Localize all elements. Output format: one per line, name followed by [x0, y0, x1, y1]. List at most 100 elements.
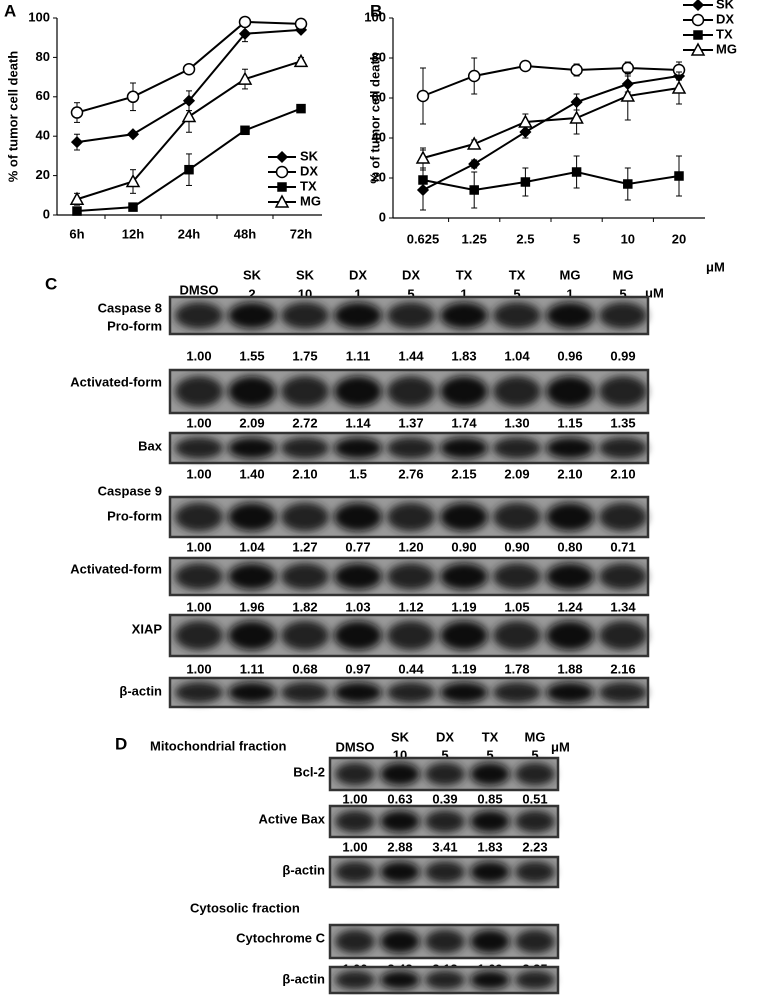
y-tick-label: 0 — [43, 206, 50, 221]
lane-label: 5 — [513, 286, 520, 301]
band-ratio: 2.16 — [610, 661, 635, 676]
band — [334, 682, 382, 703]
band — [228, 682, 276, 703]
band — [599, 437, 647, 459]
lane-label: 2 — [248, 286, 255, 301]
blot — [168, 431, 650, 465]
band — [281, 502, 329, 532]
band — [440, 502, 488, 532]
blot — [168, 556, 650, 597]
blot — [168, 495, 650, 539]
marker — [623, 179, 633, 189]
band — [387, 620, 435, 651]
band — [387, 302, 435, 329]
band-ratio: 1.14 — [345, 415, 371, 430]
row-label: Pro-form — [107, 318, 162, 333]
band-ratio: 1.37 — [398, 415, 423, 430]
blot — [168, 368, 650, 415]
band-ratio: 2.88 — [387, 839, 412, 854]
legend-marker — [275, 165, 289, 179]
band-ratio: 1.34 — [610, 599, 636, 614]
band — [387, 376, 435, 407]
band-ratio: 1.24 — [557, 599, 583, 614]
blot — [328, 804, 560, 839]
marker — [296, 103, 306, 114]
band — [175, 302, 223, 329]
band — [493, 563, 541, 590]
y-tick-label: 100 — [364, 9, 386, 24]
row-label: Caspase 8 — [98, 300, 162, 315]
band-ratio: 1.00 — [342, 839, 367, 854]
section-title: Mitochondrial fraction — [150, 738, 287, 753]
band-ratio: 0.90 — [504, 539, 529, 554]
row-label: Activated-form — [70, 374, 162, 389]
band — [440, 563, 488, 590]
band — [599, 376, 647, 407]
x-tick-label: 48h — [234, 226, 256, 241]
band-ratio: 1.04 — [504, 348, 530, 363]
lane-label: 5 — [407, 286, 414, 301]
blot-frame — [168, 556, 650, 597]
band-ratio: 1.30 — [504, 415, 529, 430]
blot — [168, 613, 650, 658]
band — [546, 620, 594, 651]
band-ratio: 0.80 — [557, 539, 582, 554]
blot-frame — [168, 368, 650, 415]
band — [175, 620, 223, 651]
band-ratio: 0.97 — [345, 661, 370, 676]
band — [335, 861, 375, 883]
band-ratio: 1.03 — [345, 599, 370, 614]
band — [335, 970, 375, 990]
legend-label: TX — [300, 178, 317, 193]
row-label: Bcl-2 — [293, 764, 325, 779]
band-ratio: 1.83 — [477, 839, 502, 854]
x-tick-label: 72h — [290, 226, 312, 241]
x-tick-label: 12h — [122, 226, 144, 241]
band-ratio: 1.83 — [451, 348, 476, 363]
band-ratio: 1.00 — [186, 348, 211, 363]
band — [335, 929, 375, 954]
marker — [69, 191, 85, 205]
lane-label: DX — [402, 267, 420, 282]
band-ratio: 1.00 — [186, 599, 211, 614]
panel-label: D — [115, 734, 127, 753]
band-ratio: 1.74 — [451, 415, 477, 430]
marker — [674, 171, 684, 181]
panel-label: C — [45, 274, 57, 293]
band-ratio: 2.15 — [451, 466, 476, 481]
lane-label: DX — [349, 267, 367, 282]
row-label: Pro-form — [107, 508, 162, 523]
legend-marker — [275, 150, 289, 164]
band — [175, 682, 223, 703]
legend-label: SK — [716, 0, 735, 11]
band-ratio: 1.75 — [292, 348, 317, 363]
band — [425, 762, 465, 786]
band-ratio: 0.39 — [432, 791, 457, 806]
blot-frame — [168, 613, 650, 658]
marker — [70, 136, 84, 149]
band — [440, 376, 488, 407]
band — [334, 620, 382, 651]
band — [493, 502, 541, 532]
band-ratio: 1.88 — [557, 661, 582, 676]
band — [515, 861, 555, 883]
legend-marker — [691, 13, 705, 27]
row-label: β-actin — [119, 683, 162, 698]
blot-frame — [328, 855, 560, 889]
legend-marker — [691, 0, 705, 12]
band-ratio: 0.99 — [610, 348, 635, 363]
band-ratio: 1.40 — [239, 466, 264, 481]
marker — [72, 206, 82, 216]
legend-marker — [274, 194, 290, 208]
marker — [294, 17, 308, 31]
y-tick-label: 40 — [372, 129, 386, 144]
band — [380, 810, 420, 833]
marker — [182, 62, 196, 76]
band-ratio: 1.15 — [557, 415, 582, 430]
band-ratio: 1.04 — [239, 539, 265, 554]
lane-label: DMSO — [336, 739, 375, 754]
marker — [125, 173, 141, 188]
band-ratio: 1.00 — [342, 791, 367, 806]
band — [380, 762, 420, 786]
band — [493, 620, 541, 651]
